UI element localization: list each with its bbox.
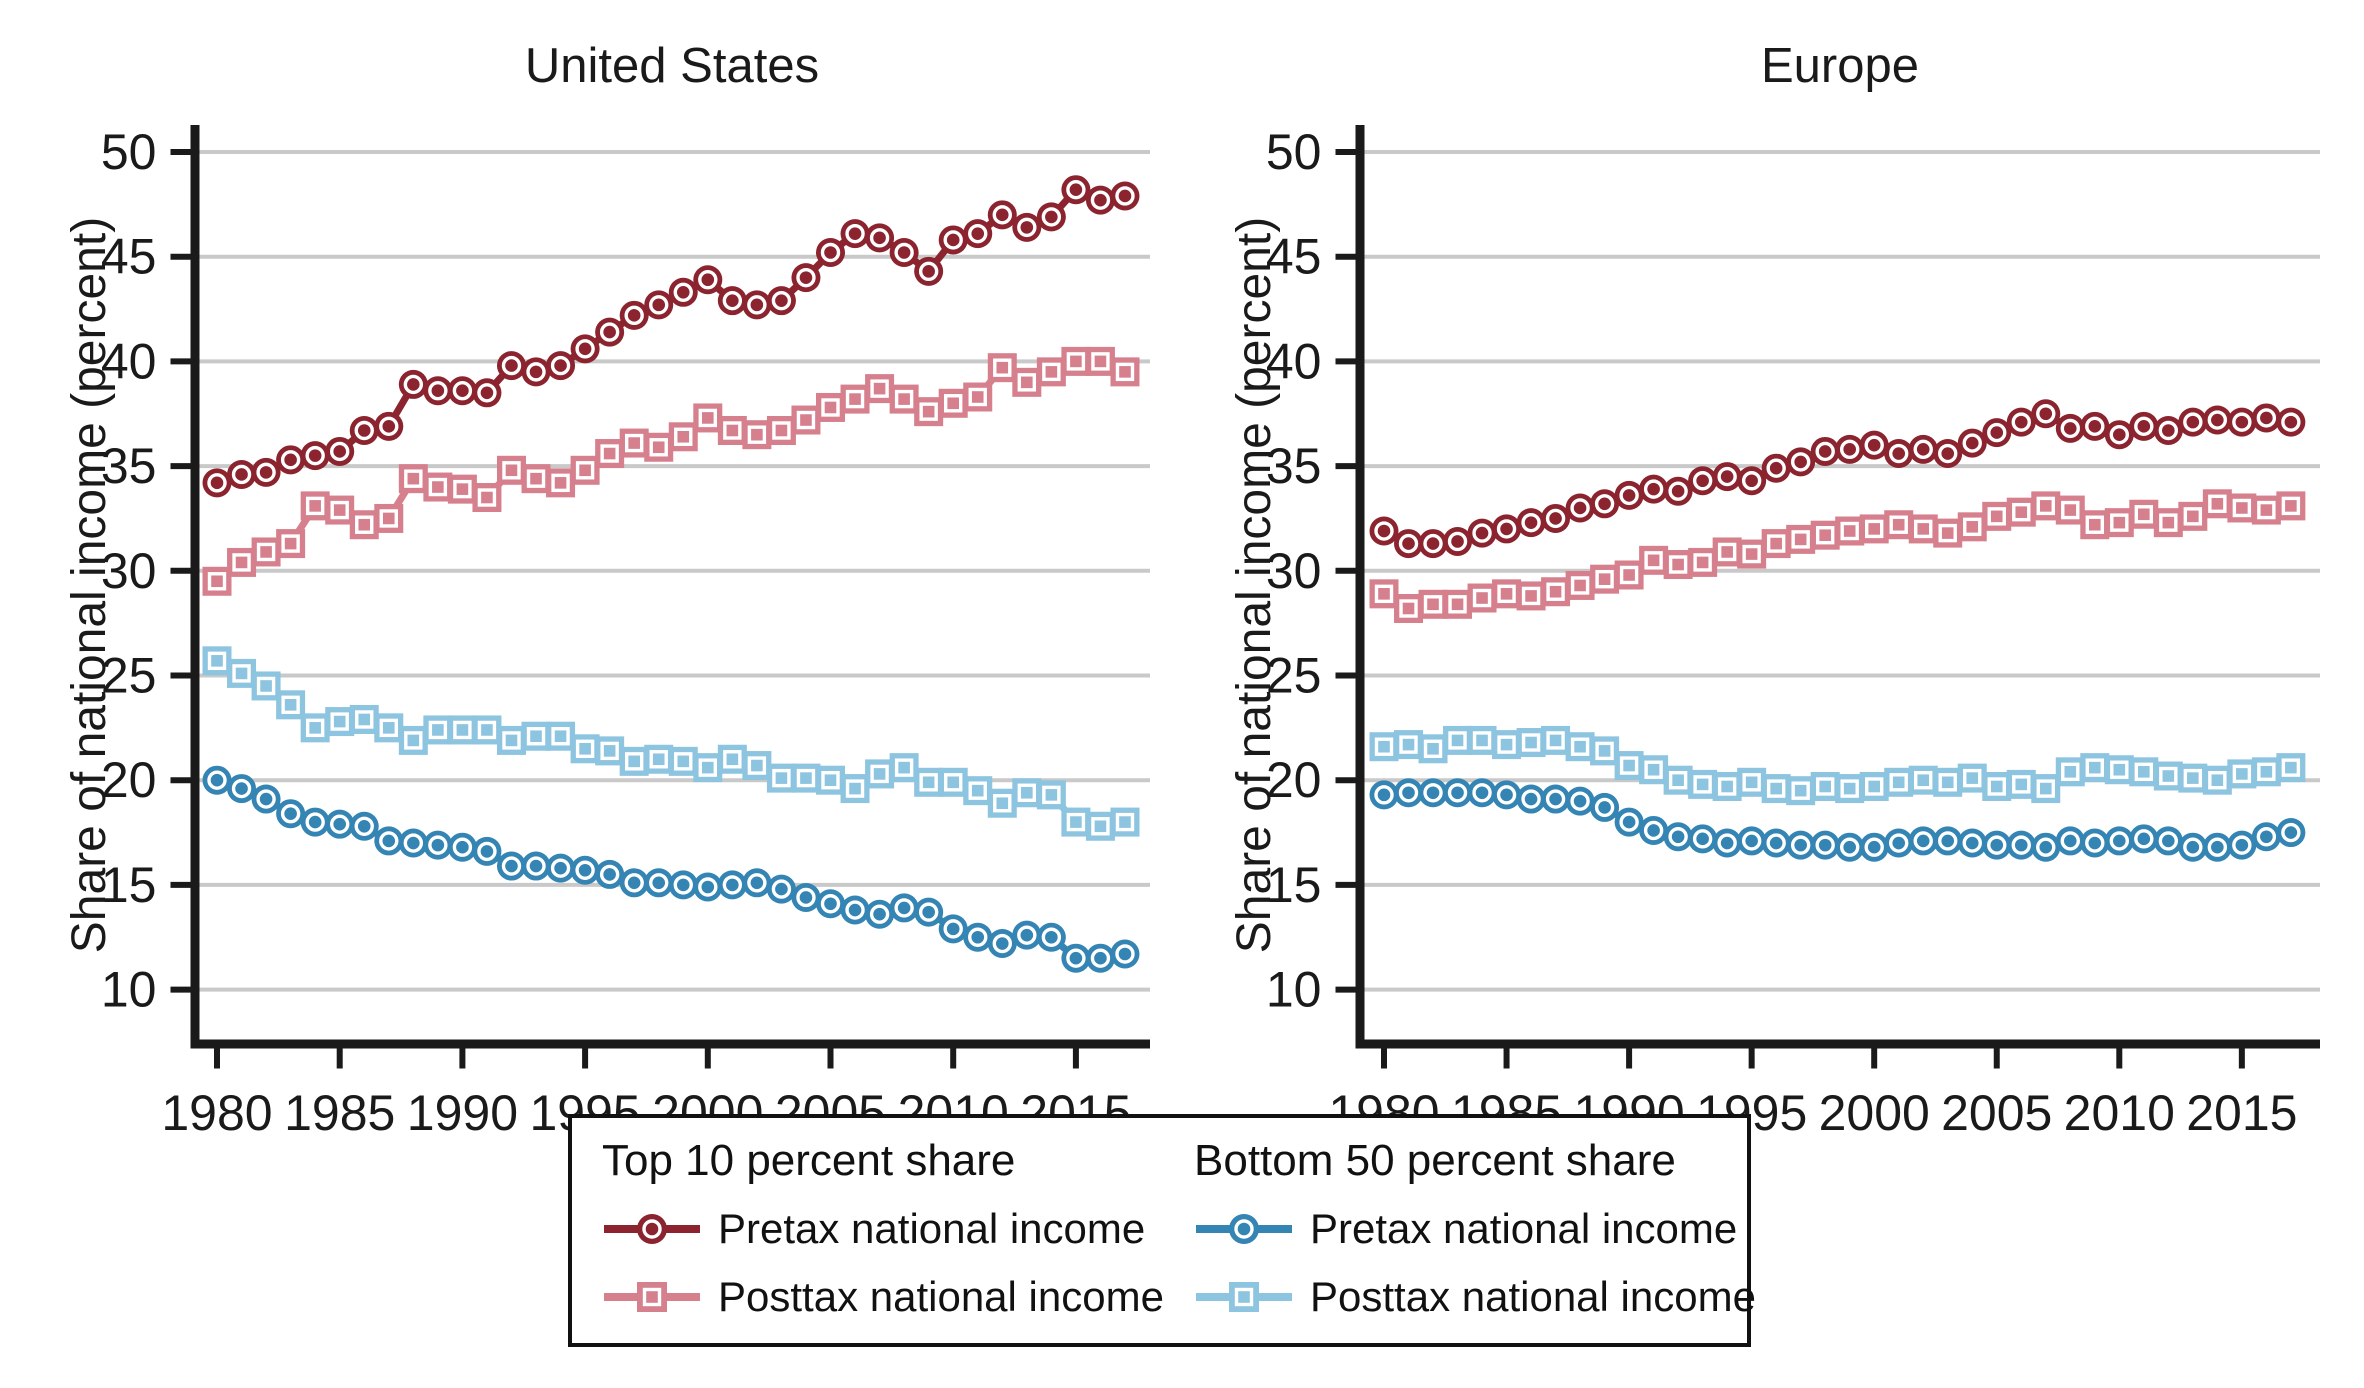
svg-text:50: 50 [1266, 124, 1322, 180]
svg-text:25: 25 [1266, 648, 1322, 704]
svg-text:1990: 1990 [407, 1085, 518, 1141]
svg-text:15: 15 [101, 857, 157, 913]
series-top10-pretax [1369, 399, 2306, 559]
svg-text:1985: 1985 [284, 1085, 395, 1141]
svg-text:30: 30 [1266, 543, 1322, 599]
svg-text:45: 45 [101, 229, 157, 285]
svg-text:35: 35 [101, 438, 157, 494]
line-circle-marker-icon [1196, 1214, 1292, 1244]
legend-item-label: Posttax national income [718, 1273, 1164, 1320]
svg-text:2000: 2000 [1819, 1085, 1930, 1141]
line-circle-marker-icon [604, 1214, 700, 1244]
svg-text:10: 10 [1266, 962, 1322, 1018]
legend-column-bottom50: Bottom 50 percent share Pretax national … [1194, 1134, 1756, 1324]
series-bottom50-pretax [1369, 778, 2306, 862]
y-axis-label-us: Share of national income (percent) [63, 216, 116, 954]
series-bottom50-posttax [1369, 725, 2306, 806]
panel-title-united-states: United States [524, 39, 820, 93]
legend-group-title: Top 10 percent share [602, 1136, 1016, 1185]
svg-text:30: 30 [101, 543, 157, 599]
y-axis-label-europe: Share of national income (percent) [1228, 216, 1281, 954]
series-bottom50-pretax [202, 765, 1140, 973]
series-top10-posttax [202, 346, 1140, 596]
legend-item-label: Pretax national income [718, 1205, 1146, 1252]
series-top10-posttax [1369, 489, 2306, 623]
svg-text:25: 25 [101, 648, 157, 704]
svg-text:2010: 2010 [2064, 1085, 2175, 1141]
svg-text:2005: 2005 [1941, 1085, 2052, 1141]
legend-item: Pretax national income [602, 1202, 1164, 1256]
svg-text:50: 50 [101, 124, 157, 180]
legend-box: Top 10 percent share Pretax national inc… [568, 1114, 1756, 1347]
legend-item-label: Posttax national income [1310, 1273, 1756, 1320]
panel-title-europe: Europe [1760, 39, 1919, 93]
svg-text:10: 10 [101, 962, 157, 1018]
series-top10-pretax [202, 175, 1140, 498]
legend-column-top10: Top 10 percent share Pretax national inc… [602, 1134, 1164, 1324]
svg-text:40: 40 [101, 333, 157, 389]
legend-item: Pretax national income [1194, 1202, 1756, 1256]
svg-text:35: 35 [1266, 438, 1322, 494]
svg-text:20: 20 [1266, 752, 1322, 808]
legend-item-label: Pretax national income [1310, 1205, 1738, 1252]
svg-text:45: 45 [1266, 229, 1322, 285]
line-square-marker-icon [1196, 1282, 1292, 1312]
legend-item: Posttax national income [602, 1270, 1164, 1324]
svg-text:2015: 2015 [2186, 1085, 2297, 1141]
svg-text:15: 15 [1266, 857, 1322, 913]
legend-item: Posttax national income [1194, 1270, 1756, 1324]
line-square-marker-icon [604, 1282, 700, 1312]
series-bottom50-posttax [202, 646, 1140, 841]
legend-group-title: Bottom 50 percent share [1194, 1136, 1676, 1185]
svg-text:40: 40 [1266, 333, 1322, 389]
svg-text:20: 20 [101, 752, 157, 808]
svg-text:1980: 1980 [161, 1085, 272, 1141]
